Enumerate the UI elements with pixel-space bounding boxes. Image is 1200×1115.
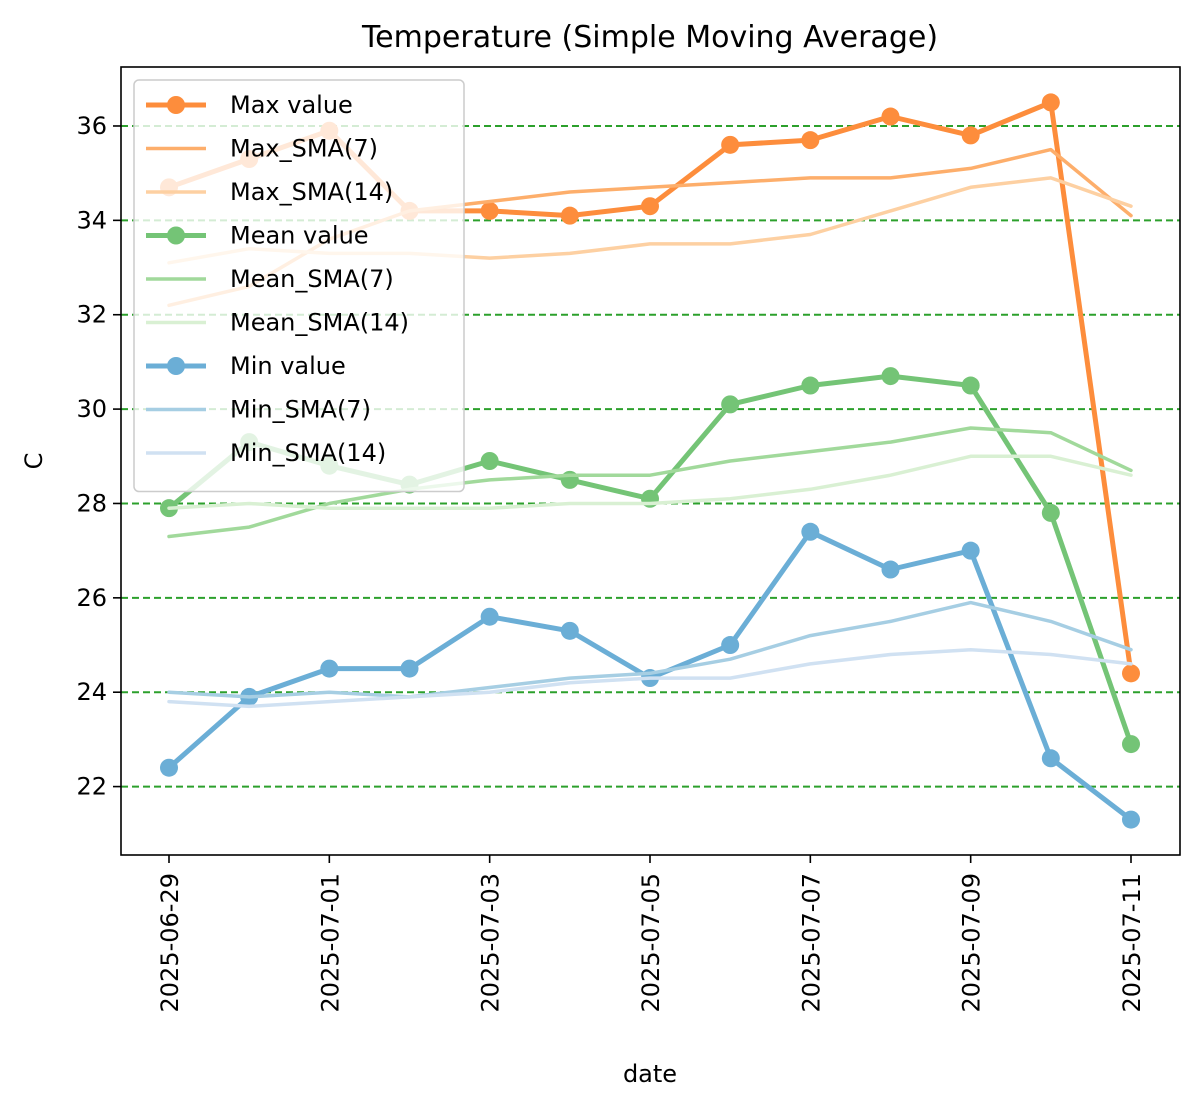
y-tick-label: 36 — [76, 112, 107, 140]
series-min-sma-7 — [167, 600, 1133, 699]
legend-item: Min_SMA(14) — [146, 439, 386, 467]
legend-label: Max_SMA(7) — [230, 135, 378, 163]
series-line — [167, 426, 1133, 539]
series-line — [167, 454, 1133, 510]
data-point — [721, 135, 740, 154]
data-point — [881, 367, 900, 386]
legend-item: Mean value — [146, 222, 369, 250]
legend-box — [133, 79, 465, 493]
data-point — [801, 376, 820, 395]
y-tick-label: 32 — [76, 301, 107, 329]
legend: Max value Max_SMA(7) Max_SMA(14) Mean value… — [133, 79, 465, 493]
x-tick-label: 2025-06-29 — [156, 873, 184, 1012]
chart-title: Temperature (Simple Moving Average) — [361, 20, 938, 55]
legend-item: Max value — [146, 91, 353, 119]
legend-label: Min_SMA(14) — [230, 439, 386, 467]
legend-marker — [167, 96, 185, 114]
y-tick-label: 26 — [76, 584, 107, 612]
legend-item: Mean_SMA(14) — [146, 309, 409, 337]
legend-label: Min_SMA(7) — [230, 396, 371, 424]
legend-label: Max value — [230, 91, 353, 119]
legend-label: Max_SMA(14) — [230, 178, 393, 206]
data-point — [1041, 503, 1060, 522]
legend-item: Min_SMA(7) — [146, 396, 371, 424]
data-point — [1041, 93, 1060, 112]
data-point — [160, 758, 178, 777]
data-point — [1041, 749, 1060, 768]
legend-item: Max_SMA(7) — [146, 135, 378, 163]
data-point — [400, 659, 419, 678]
y-tick-label: 22 — [76, 773, 107, 801]
series-min-value — [160, 522, 1140, 829]
legend-item: Min value — [146, 352, 346, 380]
legend-label: Mean_SMA(7) — [230, 265, 394, 293]
data-point — [641, 197, 659, 216]
series-min-sma-14 — [167, 647, 1133, 709]
data-point — [721, 395, 740, 414]
x-tick-label: 2025-07-11 — [1118, 873, 1146, 1012]
series-mean-sma-7 — [167, 426, 1133, 539]
y-tick-label: 30 — [76, 395, 107, 423]
x-axis-label: date — [623, 1060, 677, 1088]
x-tick-label: 2025-07-03 — [477, 873, 505, 1012]
x-tick-label: 2025-07-05 — [637, 873, 665, 1012]
legend-item: Mean_SMA(7) — [146, 265, 394, 293]
x-tick-label: 2025-07-07 — [797, 873, 825, 1012]
data-point — [801, 522, 820, 541]
legend-label: Mean value — [230, 222, 369, 250]
y-axis-label: C — [20, 453, 48, 470]
data-point — [560, 206, 579, 225]
data-point — [320, 659, 339, 678]
data-point — [1122, 664, 1140, 683]
data-point — [1122, 810, 1140, 829]
legend-label: Min value — [230, 352, 346, 380]
data-point — [881, 107, 900, 126]
legend-marker — [167, 357, 185, 375]
data-point — [480, 201, 499, 220]
series-mean-sma-14 — [167, 454, 1133, 510]
data-point — [881, 560, 900, 579]
y-tick-label: 34 — [76, 206, 107, 234]
y-tick-label: 28 — [76, 489, 107, 517]
data-point — [1122, 735, 1140, 754]
data-point — [961, 541, 980, 560]
x-tick-label: 2025-07-09 — [958, 873, 986, 1012]
data-point — [480, 452, 499, 470]
legend-marker — [167, 226, 185, 245]
y-tick-label: 24 — [76, 678, 107, 706]
legend-item: Max_SMA(14) — [146, 178, 393, 206]
data-point — [721, 636, 740, 655]
series-line — [167, 647, 1133, 709]
data-point — [560, 621, 579, 640]
data-point — [961, 376, 980, 395]
data-point — [480, 607, 499, 626]
x-tick-label: 2025-07-01 — [316, 873, 344, 1012]
legend-label: Mean_SMA(14) — [230, 309, 409, 337]
x-axis-ticks: 2025-06-29 2025-07-01 2025-07-03 2025-07-05… — [156, 855, 1146, 1012]
data-point — [961, 126, 980, 145]
series-line — [167, 600, 1133, 699]
data-point — [801, 131, 820, 150]
y-axis-ticks: 22 24 26 28 30 32 34 36 — [76, 112, 121, 801]
